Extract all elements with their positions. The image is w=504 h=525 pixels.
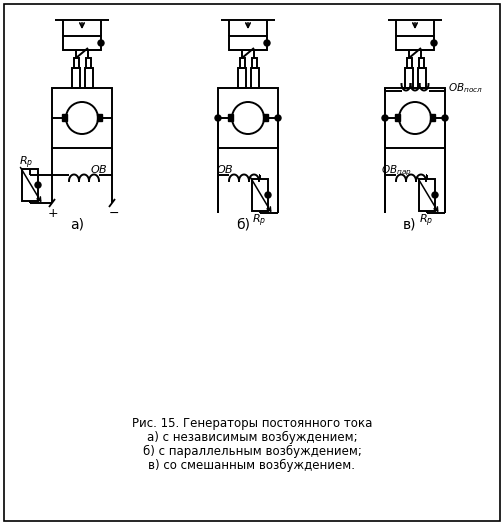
Text: в) со смешанным возбуждением.: в) со смешанным возбуждением.	[149, 459, 355, 472]
Bar	[97, 114, 102, 121]
Text: $OB$: $OB$	[216, 163, 234, 175]
Circle shape	[442, 115, 448, 121]
Bar	[430, 114, 435, 121]
Circle shape	[98, 40, 104, 46]
Circle shape	[431, 40, 437, 46]
Text: б): б)	[236, 218, 250, 232]
Text: $R_р$: $R_р$	[252, 213, 266, 229]
Circle shape	[265, 192, 271, 198]
Bar	[395, 114, 400, 121]
Bar	[263, 114, 268, 121]
Circle shape	[432, 192, 438, 198]
Bar	[228, 114, 233, 121]
Circle shape	[264, 40, 270, 46]
Text: Рис. 15. Генераторы постоянного тока: Рис. 15. Генераторы постоянного тока	[132, 417, 372, 430]
Text: б) с параллельным возбуждением;: б) с параллельным возбуждением;	[143, 445, 361, 458]
Circle shape	[382, 115, 388, 121]
Text: а): а)	[70, 218, 84, 232]
Text: $R_р$: $R_р$	[19, 154, 33, 171]
Text: +: +	[48, 207, 58, 220]
Text: $OВ_{посл}$: $OВ_{посл}$	[448, 81, 483, 95]
Bar	[62, 114, 67, 121]
Text: в): в)	[403, 218, 416, 232]
Text: $OB$: $OB$	[90, 163, 108, 175]
Text: $R_р$: $R_р$	[419, 213, 433, 229]
Circle shape	[275, 115, 281, 121]
Text: а) с независимым возбуждением;: а) с независимым возбуждением;	[147, 431, 357, 444]
Text: $OВ_{пар}$: $OВ_{пар}$	[381, 163, 412, 178]
Text: −: −	[109, 207, 119, 220]
Circle shape	[215, 115, 221, 121]
Circle shape	[35, 182, 41, 188]
